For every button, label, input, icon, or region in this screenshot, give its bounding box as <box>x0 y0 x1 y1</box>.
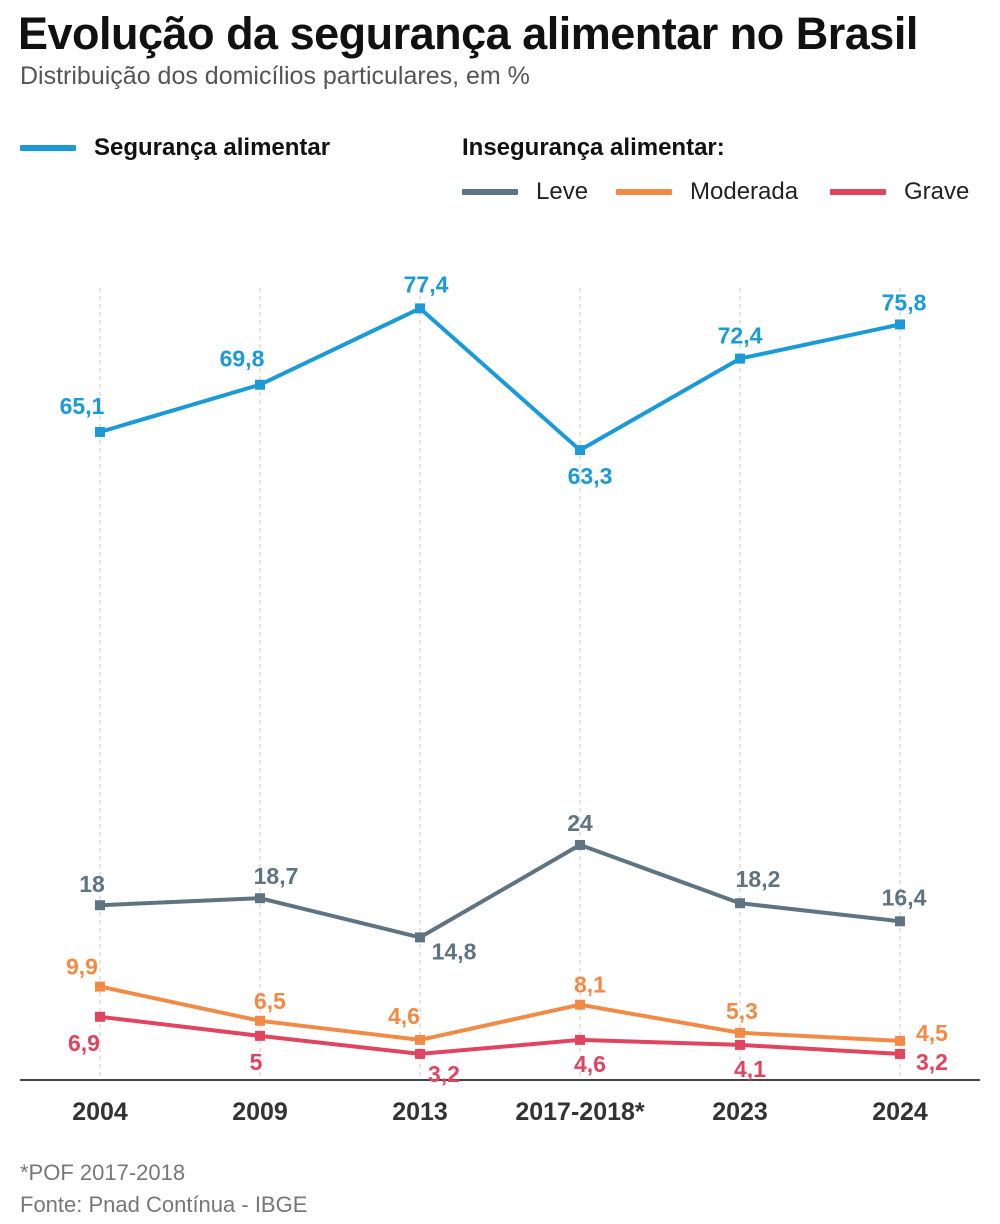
legend-insecurity-title: Insegurança alimentar: <box>462 134 725 161</box>
footnote-pof: *POF 2017-2018 <box>20 1160 186 1185</box>
legend-mild: Leve <box>462 178 588 206</box>
data-label-food-security: 75,8 <box>882 289 927 315</box>
legend-label-moderate: Moderada <box>690 178 799 205</box>
data-label-moderate: 5,3 <box>726 998 758 1024</box>
data-label-food-security: 72,4 <box>718 323 763 349</box>
data-point-moderate <box>575 999 585 1010</box>
series-line-moderate <box>99 984 901 1043</box>
data-label-food-security: 69,8 <box>220 346 265 372</box>
x-tick-label: 2024 <box>872 1098 928 1126</box>
data-label-severe: 4,6 <box>574 1051 606 1077</box>
series-line-mild <box>99 842 901 940</box>
legend-swatch-mild <box>462 189 518 195</box>
data-label-moderate: 8,1 <box>574 972 606 998</box>
x-axis-ticks: 2004 2009 2013 2017-2018* 2023 2024 <box>72 1098 928 1126</box>
footnote-source: Fonte: Pnad Contínua - IBGE <box>20 1192 308 1217</box>
data-label-moderate: 4,6 <box>388 1003 420 1029</box>
legend-label-food-security: Segurança alimentar <box>94 134 331 161</box>
x-tick-label: 2009 <box>232 1098 288 1126</box>
legend-food-security: Segurança alimentar <box>20 134 330 162</box>
legend-label-severe: Grave <box>904 178 970 205</box>
chart-subtitle: Distribuição dos domicílios particulares… <box>20 62 530 90</box>
data-point-moderate <box>895 1035 905 1046</box>
series-group <box>95 303 905 1059</box>
data-point-severe <box>575 1034 585 1045</box>
x-tick-label: 2017-2018* <box>515 1098 645 1126</box>
data-label-moderate: 6,5 <box>254 988 286 1014</box>
data-label-moderate: 4,5 <box>916 1020 948 1046</box>
data-point-mild <box>415 932 425 943</box>
data-label-food-security: 63,3 <box>568 463 613 489</box>
data-label-mild: 14,8 <box>432 938 477 964</box>
data-point-severe <box>415 1048 425 1059</box>
data-point-food-security <box>415 303 425 314</box>
data-label-severe: 5 <box>250 1049 263 1075</box>
data-point-food-security <box>95 426 105 437</box>
series-line-severe <box>99 1014 901 1056</box>
data-point-mild <box>575 839 585 850</box>
data-point-mild <box>895 916 905 927</box>
data-label-severe: 4,1 <box>734 1056 766 1082</box>
data-label-mild: 16,4 <box>882 884 927 910</box>
x-tick-label: 2004 <box>72 1098 128 1126</box>
data-point-food-security <box>255 379 265 390</box>
data-point-food-security <box>735 353 745 364</box>
data-label-moderate: 9,9 <box>66 954 98 980</box>
data-labels: 65,1 69,8 77,4 63,3 72,4 75,8 18 18,7 14,8 24 18,2… <box>60 271 949 1087</box>
data-point-moderate <box>415 1034 425 1045</box>
chart-title: Evolução da segurança alimentar no Brasi… <box>18 8 918 59</box>
x-tick-label: 2023 <box>712 1098 768 1126</box>
data-point-food-security <box>575 445 585 456</box>
legend-swatch-food-security <box>20 145 76 151</box>
data-label-mild: 24 <box>567 810 593 836</box>
data-point-moderate <box>95 981 105 992</box>
series-line-food-security <box>99 306 901 453</box>
data-label-mild: 18 <box>79 871 105 897</box>
data-label-mild: 18,2 <box>736 866 781 892</box>
data-point-mild <box>735 898 745 909</box>
data-point-severe <box>255 1030 265 1041</box>
data-point-severe <box>895 1048 905 1059</box>
data-label-severe: 3,2 <box>916 1049 948 1075</box>
legend-moderate: Moderada <box>616 178 798 206</box>
x-tick-label: 2013 <box>392 1098 448 1126</box>
legend-severe: Grave <box>830 178 969 206</box>
data-label-mild: 18,7 <box>254 863 299 889</box>
data-label-severe: 6,9 <box>68 1030 100 1056</box>
data-point-moderate <box>255 1015 265 1026</box>
data-label-food-security: 77,4 <box>404 271 449 297</box>
data-label-food-security: 65,1 <box>60 393 105 419</box>
grid-lines <box>99 288 901 1080</box>
data-point-mild <box>95 900 105 911</box>
data-point-moderate <box>735 1027 745 1038</box>
data-point-mild <box>255 893 265 904</box>
legend-swatch-moderate <box>616 189 672 195</box>
data-point-severe <box>95 1011 105 1022</box>
data-label-severe: 3,2 <box>428 1061 460 1087</box>
data-point-severe <box>735 1039 745 1050</box>
data-point-food-security <box>895 319 905 330</box>
legend-label-mild: Leve <box>536 178 589 205</box>
legend-swatch-severe <box>830 189 886 195</box>
